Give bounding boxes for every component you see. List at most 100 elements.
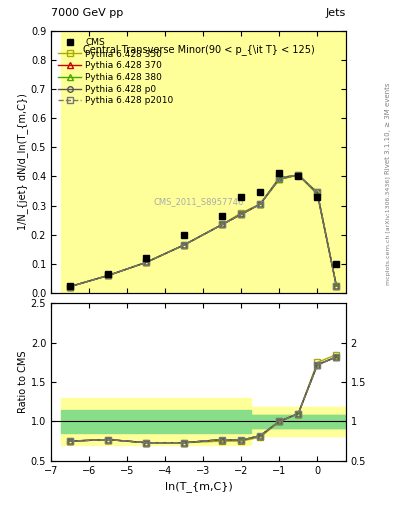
Pythia 6.428 380 bbox=[315, 191, 320, 197]
Bar bbox=[175, 398, 213, 445]
Bar bbox=[289, 408, 327, 436]
Bar bbox=[327, 31, 365, 293]
Pythia 6.428 370 bbox=[258, 201, 263, 207]
X-axis label: ln(T_{m,C}): ln(T_{m,C}) bbox=[165, 481, 232, 492]
Pythia 6.428 p0 bbox=[258, 201, 263, 207]
Bar bbox=[289, 31, 327, 293]
Pythia 6.428 380 bbox=[144, 259, 149, 265]
Pythia 6.428 p2010 bbox=[182, 242, 187, 248]
Pythia 6.428 380 bbox=[296, 172, 301, 178]
Y-axis label: Ratio to CMS: Ratio to CMS bbox=[18, 351, 28, 413]
Bar bbox=[137, 31, 175, 293]
Pythia 6.428 p0 bbox=[315, 189, 320, 196]
Pythia 6.428 380 bbox=[106, 272, 110, 279]
Bar bbox=[327, 415, 365, 428]
Bar bbox=[61, 410, 99, 433]
Text: Rivet 3.1.10, ≥ 3M events: Rivet 3.1.10, ≥ 3M events bbox=[385, 82, 391, 174]
Line: Pythia 6.428 370: Pythia 6.428 370 bbox=[67, 172, 339, 289]
Bar bbox=[175, 410, 213, 433]
Pythia 6.428 370 bbox=[334, 283, 339, 289]
Pythia 6.428 370 bbox=[106, 272, 110, 279]
Pythia 6.428 p0 bbox=[220, 221, 224, 227]
CMS bbox=[106, 271, 110, 277]
Bar bbox=[232, 408, 270, 436]
Bar bbox=[270, 415, 308, 428]
Bar bbox=[213, 31, 251, 293]
Pythia 6.428 370 bbox=[239, 211, 244, 218]
CMS bbox=[296, 174, 301, 180]
Bar bbox=[61, 398, 99, 445]
Text: mcplots.cern.ch [arXiv:1306.3436]: mcplots.cern.ch [arXiv:1306.3436] bbox=[386, 176, 391, 285]
Pythia 6.428 p2010 bbox=[296, 172, 301, 178]
Y-axis label: 1/N_{jet} dN/d_ln(T_{m,C}): 1/N_{jet} dN/d_ln(T_{m,C}) bbox=[17, 93, 28, 230]
Pythia 6.428 p0 bbox=[144, 259, 149, 265]
Bar bbox=[289, 415, 327, 428]
Pythia 6.428 p2010 bbox=[334, 283, 339, 289]
Legend: CMS, Pythia 6.428 350, Pythia 6.428 370, Pythia 6.428 380, Pythia 6.428 p0, Pyth: CMS, Pythia 6.428 350, Pythia 6.428 370,… bbox=[55, 35, 176, 108]
Pythia 6.428 350 bbox=[68, 284, 72, 290]
Text: Central Transverse Minor(90 < p_{\it T} < 125): Central Transverse Minor(90 < p_{\it T} … bbox=[83, 44, 314, 55]
Bar bbox=[270, 408, 308, 436]
Bar bbox=[251, 415, 289, 428]
CMS bbox=[334, 261, 339, 267]
Bar bbox=[232, 415, 270, 428]
Pythia 6.428 p0 bbox=[334, 283, 339, 289]
Pythia 6.428 350 bbox=[182, 242, 187, 248]
Pythia 6.428 p2010 bbox=[144, 259, 149, 265]
Pythia 6.428 p0 bbox=[296, 172, 301, 178]
Pythia 6.428 380 bbox=[277, 176, 282, 182]
Bar bbox=[308, 415, 346, 428]
Bar bbox=[251, 31, 289, 293]
Line: CMS: CMS bbox=[67, 170, 340, 289]
CMS bbox=[220, 212, 224, 219]
Pythia 6.428 370 bbox=[296, 172, 301, 178]
Line: Pythia 6.428 p2010: Pythia 6.428 p2010 bbox=[67, 172, 339, 289]
Line: Pythia 6.428 p0: Pythia 6.428 p0 bbox=[67, 172, 339, 289]
Pythia 6.428 350 bbox=[144, 259, 149, 265]
Pythia 6.428 370 bbox=[220, 221, 224, 227]
Pythia 6.428 p2010 bbox=[315, 189, 320, 196]
Bar bbox=[99, 410, 137, 433]
Line: Pythia 6.428 350: Pythia 6.428 350 bbox=[67, 172, 339, 289]
Text: Jets: Jets bbox=[325, 8, 346, 18]
Bar bbox=[251, 408, 289, 436]
Pythia 6.428 380 bbox=[239, 211, 244, 218]
Pythia 6.428 p2010 bbox=[258, 201, 263, 207]
Pythia 6.428 370 bbox=[315, 191, 320, 197]
Bar bbox=[232, 31, 270, 293]
Pythia 6.428 380 bbox=[220, 221, 224, 227]
Bar bbox=[137, 410, 175, 433]
Pythia 6.428 370 bbox=[144, 259, 149, 265]
Bar bbox=[213, 410, 251, 433]
Pythia 6.428 p0 bbox=[239, 211, 244, 218]
Pythia 6.428 350 bbox=[315, 189, 320, 196]
Pythia 6.428 p0 bbox=[68, 284, 72, 290]
Text: 7000 GeV pp: 7000 GeV pp bbox=[51, 8, 123, 18]
Pythia 6.428 380 bbox=[258, 201, 263, 207]
Pythia 6.428 p0 bbox=[182, 242, 187, 248]
Pythia 6.428 380 bbox=[334, 283, 339, 289]
Bar bbox=[175, 31, 213, 293]
Pythia 6.428 370 bbox=[277, 176, 282, 182]
Pythia 6.428 p2010 bbox=[239, 211, 244, 218]
Pythia 6.428 350 bbox=[277, 175, 282, 181]
Pythia 6.428 p0 bbox=[277, 175, 282, 181]
Bar bbox=[99, 398, 137, 445]
Pythia 6.428 350 bbox=[239, 210, 244, 216]
Pythia 6.428 p2010 bbox=[106, 272, 110, 279]
Pythia 6.428 p2010 bbox=[277, 175, 282, 181]
CMS bbox=[315, 194, 320, 200]
CMS bbox=[68, 283, 72, 289]
Text: CMS_2011_S8957746: CMS_2011_S8957746 bbox=[153, 197, 244, 206]
Bar bbox=[137, 398, 175, 445]
CMS bbox=[258, 189, 263, 196]
Bar bbox=[308, 31, 346, 293]
Pythia 6.428 370 bbox=[68, 284, 72, 290]
Bar bbox=[213, 398, 251, 445]
Pythia 6.428 350 bbox=[258, 201, 263, 207]
Line: Pythia 6.428 380: Pythia 6.428 380 bbox=[67, 172, 339, 289]
Bar bbox=[327, 408, 365, 436]
Pythia 6.428 p2010 bbox=[220, 221, 224, 227]
Pythia 6.428 p2010 bbox=[68, 284, 72, 290]
Pythia 6.428 350 bbox=[296, 172, 301, 178]
